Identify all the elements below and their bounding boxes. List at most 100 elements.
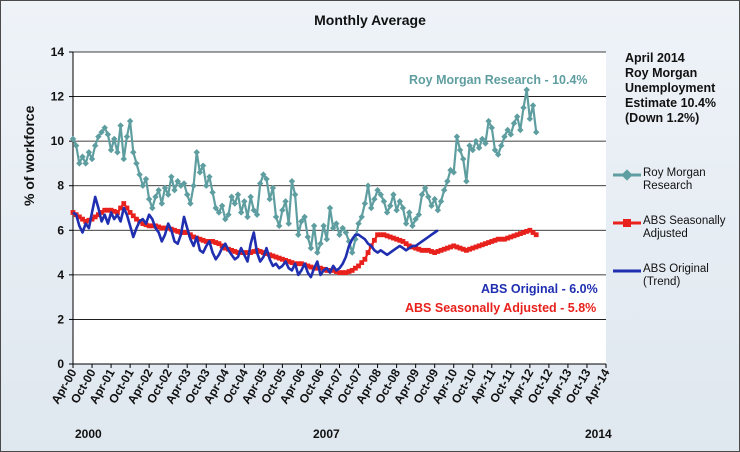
data-point <box>82 160 89 167</box>
data-point <box>450 169 457 176</box>
data-point <box>441 246 447 252</box>
data-point <box>72 142 80 149</box>
data-point <box>260 250 266 255</box>
data-point <box>526 115 534 123</box>
data-point <box>145 195 153 203</box>
data-point <box>396 198 403 205</box>
data-point <box>425 193 432 201</box>
data-point <box>406 209 413 216</box>
data-point <box>527 227 533 233</box>
data-point <box>156 224 162 230</box>
data-point <box>368 204 375 212</box>
data-point <box>247 193 254 201</box>
data-point <box>466 142 473 149</box>
data-point <box>429 249 434 254</box>
data-point <box>272 213 280 221</box>
data-point <box>521 230 526 235</box>
data-point <box>92 142 99 149</box>
data-point <box>438 247 444 253</box>
data-point <box>444 178 451 185</box>
plot-area <box>73 52 606 364</box>
data-point <box>126 117 134 125</box>
data-point <box>304 233 311 241</box>
data-point <box>432 250 438 255</box>
data-point <box>70 210 76 215</box>
data-point <box>286 259 292 264</box>
data-point <box>330 268 336 273</box>
data-point <box>381 232 387 238</box>
data-point <box>190 182 197 189</box>
data-point <box>470 245 476 251</box>
data-point <box>276 255 282 261</box>
data-point <box>99 210 104 215</box>
data-point <box>269 184 277 192</box>
data-point <box>451 243 457 249</box>
data-point <box>444 245 450 251</box>
data-point <box>375 232 380 238</box>
data-point <box>495 236 501 242</box>
data-point <box>235 250 241 255</box>
data-point <box>457 245 463 251</box>
data-point <box>175 229 181 234</box>
data-point <box>460 155 467 163</box>
data-point <box>498 236 504 242</box>
note-line: (Down 1.2%) <box>625 111 700 125</box>
data-point <box>505 235 511 241</box>
data-point <box>279 207 286 214</box>
legend-item-abs-seasonally-adjusted: ABS Seasonally Adjusted <box>613 215 739 249</box>
note-line: Roy Morgan <box>625 66 698 80</box>
data-point <box>184 191 191 198</box>
data-point <box>171 186 178 194</box>
data-point <box>115 210 120 215</box>
square-marker-icon <box>613 219 641 227</box>
data-point <box>434 207 442 214</box>
data-point <box>114 149 121 156</box>
data-point <box>488 124 495 131</box>
data-point <box>196 169 204 176</box>
data-point <box>295 261 301 267</box>
data-point <box>447 166 454 174</box>
data-point <box>336 231 343 238</box>
data-point <box>498 142 505 149</box>
data-point <box>238 250 244 255</box>
data-point <box>257 249 263 254</box>
data-point <box>251 249 257 254</box>
data-point <box>402 220 410 227</box>
data-point <box>98 129 105 136</box>
data-point <box>308 264 314 270</box>
data-point <box>276 222 283 230</box>
data-point <box>491 146 499 154</box>
data-point <box>419 247 425 253</box>
data-point <box>199 162 207 169</box>
data-point <box>305 263 311 269</box>
data-point <box>361 200 369 207</box>
data-point <box>168 173 175 180</box>
data-point <box>161 184 169 192</box>
data-point <box>139 182 146 189</box>
data-point <box>253 211 261 218</box>
annotation-abs-original: ABS Original - 6.0% <box>481 282 598 296</box>
data-point <box>431 195 438 203</box>
data-point <box>149 204 156 212</box>
data-point <box>206 173 213 180</box>
data-point <box>282 198 289 205</box>
data-point <box>524 229 530 234</box>
note-line: April 2014 <box>625 51 685 65</box>
legend-item-roy-morgan: Roy Morgan Research <box>613 167 739 201</box>
data-point <box>104 131 112 138</box>
data-point <box>140 221 146 226</box>
data-point <box>483 241 488 247</box>
data-point <box>146 223 152 229</box>
data-point <box>482 140 489 147</box>
data-point <box>203 182 210 189</box>
data-point <box>380 198 388 205</box>
data-point <box>473 244 479 250</box>
data-point <box>118 205 123 211</box>
data-point <box>120 155 127 163</box>
data-point <box>387 234 393 240</box>
data-point <box>383 209 391 216</box>
data-point <box>320 222 327 230</box>
year-label-mid: 2007 <box>313 427 340 441</box>
data-point <box>117 122 124 129</box>
